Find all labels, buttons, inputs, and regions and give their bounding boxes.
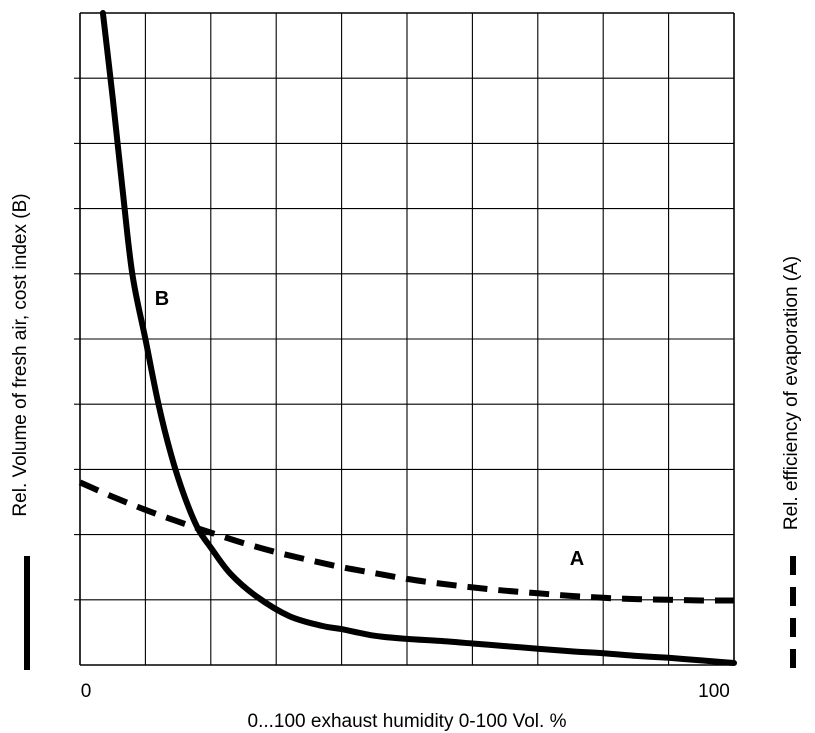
y-axis-label-left: Rel. Volume of fresh air, cost index (B) <box>10 193 31 516</box>
series-line-A <box>78 479 735 604</box>
grid <box>74 12 735 666</box>
y-axis-label-right: Rel. efficiency of evaporation (A) <box>781 256 802 530</box>
curve-label-A: A <box>570 548 584 570</box>
series-line-B <box>99 10 737 666</box>
x-tick-label-100: 100 <box>698 681 730 702</box>
x-tick-label-0: 0 <box>81 681 92 702</box>
curve-label-B: B <box>155 288 169 310</box>
x-axis-label: 0...100 exhaust humidity 0-100 Vol. % <box>248 711 567 732</box>
series-layer <box>78 10 737 666</box>
